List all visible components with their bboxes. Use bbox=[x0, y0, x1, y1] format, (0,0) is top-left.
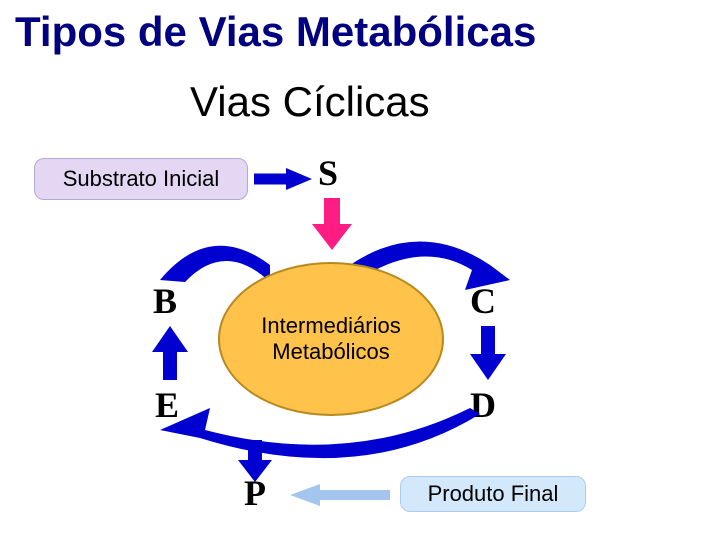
center-ellipse: Intermediários Metabólicos bbox=[218, 262, 444, 416]
node-b: B bbox=[153, 280, 177, 322]
cycle-bottom-arc-icon bbox=[160, 408, 500, 478]
node-c: C bbox=[470, 280, 496, 322]
diagram-stage: Tipos de Vias Metabólicas Vias Cíclicas … bbox=[0, 0, 720, 540]
center-ellipse-label: Intermediários Metabólicos bbox=[261, 313, 400, 366]
arrow-e-to-b-icon bbox=[152, 326, 188, 380]
page-subtitle: Vias Cíclicas bbox=[190, 78, 430, 126]
product-box: Produto Final bbox=[400, 476, 586, 512]
arrow-c-to-d-icon bbox=[470, 326, 506, 380]
node-p: P bbox=[244, 472, 266, 514]
page-title: Tipos de Vias Metabólicas bbox=[15, 8, 536, 56]
arrow-product-to-p-icon bbox=[290, 484, 390, 506]
node-s: S bbox=[318, 152, 338, 194]
substrate-box: Substrato Inicial bbox=[34, 158, 248, 200]
product-label: Produto Final bbox=[428, 481, 559, 507]
arrow-substrate-to-s-icon bbox=[252, 168, 312, 190]
substrate-label: Substrato Inicial bbox=[63, 166, 220, 192]
